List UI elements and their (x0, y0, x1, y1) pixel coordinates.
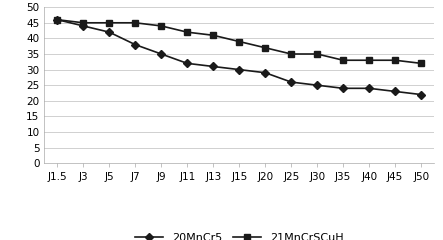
20MnCr5 (263, 71, 268, 74)
21MnCrSCuH (263, 46, 268, 49)
Legend: 20MnCr5, 21MnCrSCuH: 20MnCr5, 21MnCrSCuH (131, 228, 348, 240)
20MnCr5 (315, 84, 320, 87)
21MnCrSCuH (315, 53, 320, 55)
21MnCrSCuH (107, 21, 112, 24)
21MnCrSCuH (237, 40, 242, 43)
21MnCrSCuH (81, 21, 86, 24)
20MnCr5 (185, 62, 190, 65)
21MnCrSCuH (159, 24, 164, 27)
21MnCrSCuH (366, 59, 372, 62)
21MnCrSCuH (132, 21, 138, 24)
20MnCr5 (159, 53, 164, 55)
20MnCr5 (341, 87, 346, 90)
20MnCr5 (392, 90, 398, 93)
21MnCrSCuH (288, 53, 294, 55)
20MnCr5 (237, 68, 242, 71)
20MnCr5 (54, 18, 60, 21)
21MnCrSCuH (185, 31, 190, 34)
20MnCr5 (419, 93, 424, 96)
20MnCr5 (210, 65, 216, 68)
20MnCr5 (288, 81, 294, 84)
21MnCrSCuH (210, 34, 216, 37)
21MnCrSCuH (392, 59, 398, 62)
20MnCr5 (132, 43, 138, 46)
Line: 20MnCr5: 20MnCr5 (54, 17, 424, 97)
20MnCr5 (107, 31, 112, 34)
21MnCrSCuH (54, 18, 60, 21)
21MnCrSCuH (341, 59, 346, 62)
21MnCrSCuH (419, 62, 424, 65)
20MnCr5 (366, 87, 372, 90)
20MnCr5 (81, 24, 86, 27)
Line: 21MnCrSCuH: 21MnCrSCuH (54, 17, 424, 66)
